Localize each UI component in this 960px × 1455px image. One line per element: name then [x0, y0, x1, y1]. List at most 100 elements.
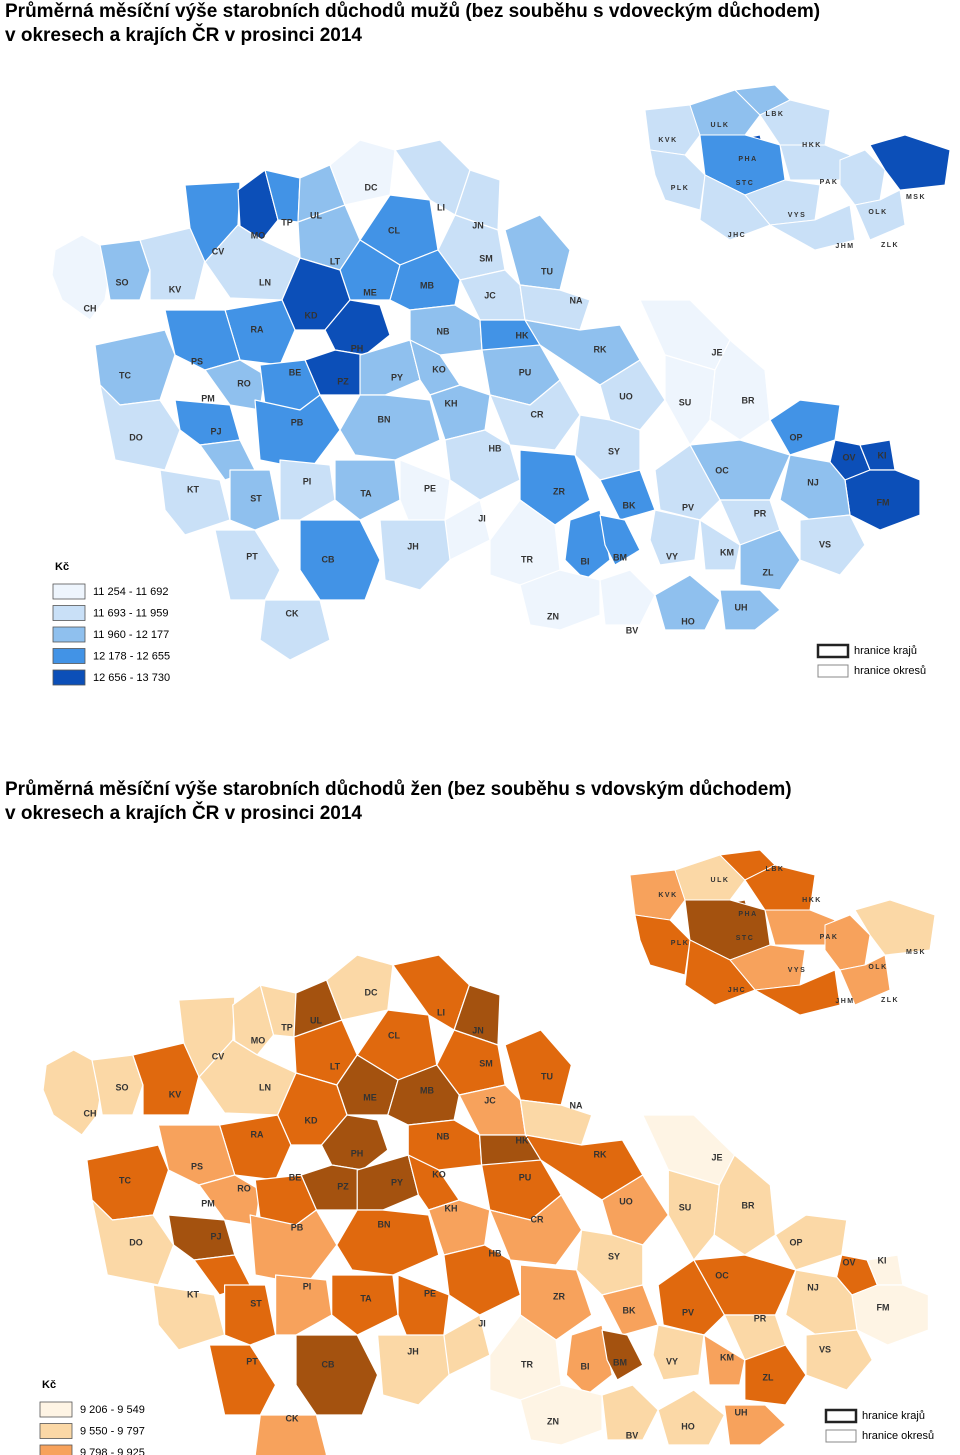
women-label-su: SU: [679, 1202, 692, 1212]
women-label-pt: PT: [246, 1356, 258, 1366]
women-label-br: BR: [742, 1200, 755, 1210]
women-label-fm: FM: [877, 1302, 890, 1312]
men-label-me: ME: [363, 287, 377, 297]
men-region-ulk: [689, 89, 761, 136]
men-label-nb: NB: [437, 326, 450, 336]
women-region-label-jhm: JHM: [835, 998, 854, 1005]
women-label-pe: PE: [424, 1288, 436, 1298]
men-district-pv: [654, 444, 721, 521]
women-district-km: [703, 1334, 746, 1386]
men-district-na: [519, 284, 591, 331]
women-region-label-vys: VYS: [788, 967, 807, 974]
men-label-tr: TR: [521, 554, 533, 564]
men-district-fm: [844, 469, 921, 531]
women-district-pi: [274, 1274, 333, 1336]
men-region-zlk: [854, 189, 906, 241]
men-label-je: JE: [711, 347, 722, 357]
men-label-kd: KD: [305, 310, 318, 320]
men-region-label-zlk: ZLK: [881, 242, 899, 249]
women-okres-boundary-label: hranice okresů: [862, 1430, 934, 1442]
men-label-sy: SY: [608, 446, 620, 456]
women-label-uh: UH: [735, 1407, 748, 1417]
men-label-cv: CV: [212, 246, 225, 256]
women-legend: Kč 9 206 - 9 549 9 550 - 9 797 9 798 - 9 92…: [39, 1379, 145, 1455]
men-region-kvk: [644, 104, 701, 156]
men-district-op: [769, 399, 841, 456]
women-district-ro: [198, 1174, 261, 1226]
women-label-st: ST: [250, 1298, 262, 1308]
women-districts-layer: [42, 954, 930, 1455]
men-title-line1: Průměrná měsíční výše starobních důchodů…: [5, 1, 821, 22]
women-label-mb: MB: [420, 1085, 434, 1095]
men-region-hkk: [759, 99, 831, 146]
men-region-jhm: [769, 204, 856, 251]
men-label-pi: PI: [303, 476, 312, 486]
women-label-pr: PR: [754, 1313, 767, 1323]
men-label-cr: CR: [531, 409, 544, 419]
women-label-pu: PU: [519, 1172, 532, 1182]
women-label-do: DO: [129, 1237, 143, 1247]
women-label-sy: SY: [608, 1251, 620, 1261]
women-district-kh: [427, 1199, 491, 1256]
women-label-na: NA: [570, 1100, 583, 1110]
women-label-ta: TA: [360, 1293, 372, 1303]
women-label-ho: HO: [681, 1421, 695, 1431]
women-region-hkk: [744, 864, 816, 911]
men-label-ov: OV: [842, 452, 855, 462]
women-label-kd: KD: [305, 1115, 318, 1125]
women-label-rk: RK: [594, 1149, 607, 1159]
women-label-me: ME: [363, 1092, 377, 1102]
women-region-ulk: [674, 854, 746, 901]
men-label-zl: ZL: [763, 567, 774, 577]
women-region-plk: [634, 914, 691, 976]
men-district-st: [229, 469, 281, 531]
women-region-msk: [854, 899, 936, 956]
women-label-zl: ZL: [763, 1372, 774, 1382]
men-label-zn: ZN: [547, 611, 559, 621]
men-district-ck: [259, 599, 331, 661]
men-label-cb: CB: [322, 554, 335, 564]
women-label-bn: BN: [378, 1219, 391, 1229]
women-district-bv: [601, 1384, 659, 1441]
men-label-jc: JC: [484, 290, 496, 300]
men-label-na: NA: [570, 295, 583, 305]
women-label-ov: OV: [842, 1257, 855, 1267]
men-label-ln: LN: [259, 277, 271, 287]
women-region-label-msk: MSK: [906, 949, 926, 956]
women-district-bm: [601, 1329, 644, 1381]
men-district-zl: [739, 529, 801, 591]
women-label-jh: JH: [407, 1346, 419, 1356]
men-district-do: [99, 384, 181, 471]
men-legend-swatch-5: [52, 669, 86, 686]
women-label-lt: LT: [330, 1061, 341, 1071]
men-district-cb: [299, 519, 381, 601]
men-label-ho: HO: [681, 616, 695, 626]
women-label-cv: CV: [212, 1051, 225, 1061]
men-boundary-legend: hranice krajů hranice okresů: [816, 643, 926, 678]
men-label-pe: PE: [424, 483, 436, 493]
men-label-nj: NJ: [807, 477, 819, 487]
women-label-mo: MO: [251, 1035, 266, 1045]
women-district-ch: [42, 1049, 103, 1136]
men-district-ch: [51, 234, 111, 321]
women-label-pv: PV: [682, 1307, 694, 1317]
women-label-cb: CB: [322, 1359, 335, 1369]
men-legend-swatch-3: [52, 626, 86, 643]
men-legend-label-5: 12 656 - 13 730: [93, 672, 170, 684]
men-label-rk: RK: [594, 344, 607, 354]
men-region-msk: [869, 134, 951, 191]
women-district-fm: [851, 1284, 930, 1346]
men-district-pm: [174, 399, 241, 446]
men-district-ta: [334, 459, 401, 521]
women-label-jn: JN: [472, 1025, 484, 1035]
women-district-su: [667, 1169, 720, 1261]
men-label-op: OP: [789, 432, 802, 442]
women-district-vs: [805, 1329, 873, 1391]
women-district-vy: [652, 1324, 705, 1381]
women-label-hb: HB: [489, 1248, 502, 1258]
women-district-ho: [657, 1389, 726, 1446]
women-district-mo: [232, 984, 275, 1056]
women-region-label-plk: PLK: [671, 940, 690, 947]
women-legend-title: Kč: [42, 1379, 56, 1391]
men-district-uh: [719, 589, 781, 631]
